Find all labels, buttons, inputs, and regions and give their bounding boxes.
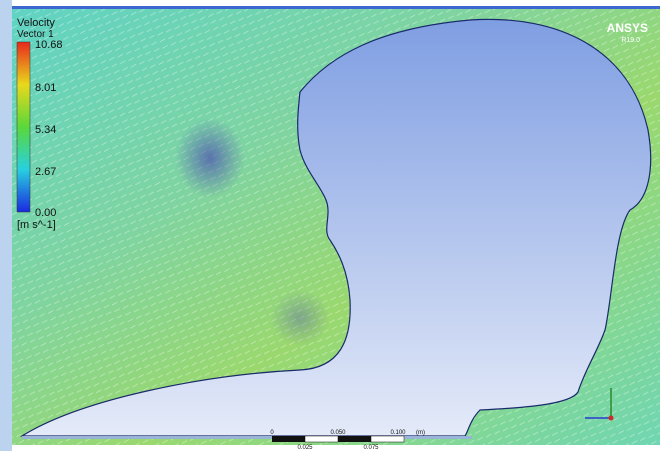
top-border bbox=[12, 6, 660, 9]
scale-label: 0 bbox=[270, 430, 274, 436]
scale-segment bbox=[370, 435, 405, 443]
scale-segment bbox=[338, 436, 371, 442]
legend-subtitle: Vector 1 bbox=[17, 29, 54, 40]
legend-tick: 5.34 bbox=[35, 124, 56, 136]
logo-version: R19.0 bbox=[621, 37, 640, 44]
legend-tick: 10.68 bbox=[35, 39, 63, 51]
logo-brand: ANSYS bbox=[607, 21, 648, 35]
triad-origin bbox=[608, 415, 614, 421]
axis-triad bbox=[585, 388, 614, 421]
color-bar bbox=[16, 41, 31, 213]
head-geometry bbox=[19, 18, 652, 437]
scale-bar: 0 0.050 0.100 (m) 0.025 0.075 bbox=[270, 430, 425, 451]
scale-label: 0.100 bbox=[390, 430, 406, 436]
legend-unit: [m s^-1] bbox=[17, 219, 56, 231]
scale-segment bbox=[304, 435, 339, 443]
floor bbox=[22, 436, 472, 439]
legend-tick: 0.00 bbox=[35, 207, 56, 219]
scale-label: 0.050 bbox=[330, 430, 346, 436]
recirculation-zone bbox=[175, 118, 245, 198]
legend-tick: 8.01 bbox=[35, 82, 56, 94]
scale-label: 0.075 bbox=[363, 445, 379, 451]
legend-title: Velocity bbox=[17, 17, 55, 29]
scale-label: 0.025 bbox=[297, 445, 313, 451]
scale-segment bbox=[272, 436, 305, 442]
side-strip bbox=[0, 0, 12, 451]
recirculation-zone bbox=[270, 290, 330, 346]
legend-tick: 2.67 bbox=[35, 166, 56, 178]
scale-label: (m) bbox=[416, 430, 425, 436]
